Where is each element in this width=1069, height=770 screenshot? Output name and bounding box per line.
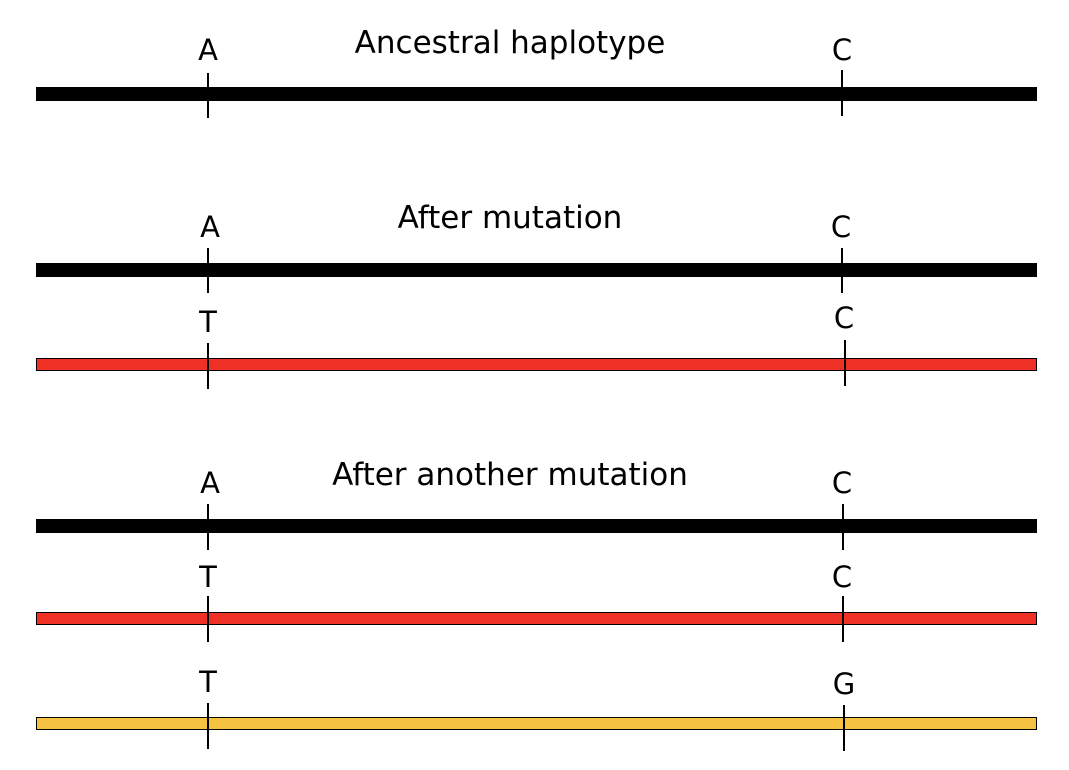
haplotype-ancestral: A C [0,0,1069,293]
allele-site-2: C [833,301,855,335]
panel-title: After mutation [397,200,623,236]
haplotype-bar [36,87,1037,101]
haplotype-mutation-1: T C [0,0,1069,389]
panel-title: After another mutation [332,457,688,493]
site-marker-2 [843,705,845,751]
allele-site-2: C [830,210,852,244]
haplotype-ancestral: A C [0,0,1069,118]
allele-site-1: A [200,466,220,500]
haplotype-mutation-2: T G [0,0,1069,751]
site-marker-1 [207,703,209,749]
haplotype-bar [36,717,1037,730]
site-marker-2 [842,504,844,550]
haplotype-bar [36,263,1037,277]
site-marker-1 [207,73,209,118]
allele-site-1: A [198,33,218,67]
site-marker-1 [207,504,209,550]
haplotype-bar [36,358,1037,371]
site-marker-1 [207,248,209,293]
allele-site-1: T [199,560,217,594]
site-marker-2 [842,596,844,642]
site-marker-2 [841,248,843,293]
allele-site-1: A [200,210,220,244]
allele-site-1: T [199,665,217,699]
haplotype-mutation-1: T C [0,0,1069,642]
allele-site-1: T [199,305,217,339]
site-marker-1 [207,343,209,389]
haplotype-ancestral: A C [0,0,1069,550]
site-marker-2 [844,340,846,386]
site-marker-1 [207,596,209,642]
allele-site-2: C [831,560,853,594]
allele-site-2: C [831,466,853,500]
panel-title: Ancestral haplotype [354,25,666,61]
allele-site-2: C [831,33,853,67]
allele-site-2: G [832,667,856,701]
site-marker-2 [841,70,843,116]
haplotype-bar [36,519,1037,533]
haplotype-bar [36,612,1037,625]
